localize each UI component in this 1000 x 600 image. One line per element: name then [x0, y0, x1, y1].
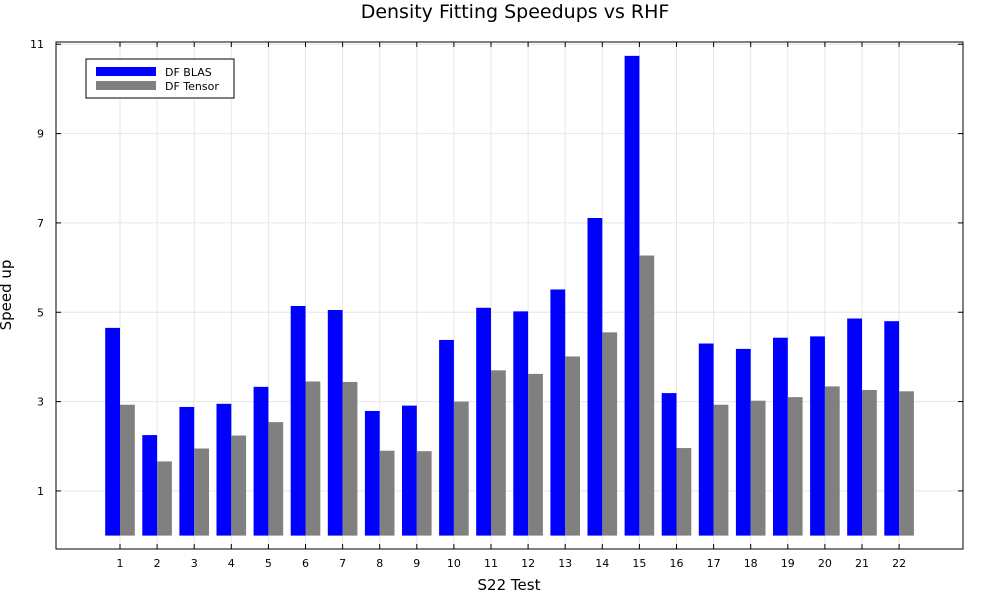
bar-df-blas [773, 337, 788, 536]
bar-df-blas [476, 307, 491, 536]
bar-df-blas [439, 339, 454, 536]
bar-df-tensor [194, 448, 209, 536]
bar-df-tensor [268, 422, 284, 536]
bar-df-tensor [342, 381, 358, 536]
bars [105, 55, 914, 536]
bar-df-blas [810, 336, 825, 536]
legend-swatch-df-blas [96, 67, 156, 76]
x-tick-label: 8 [376, 557, 383, 570]
x-tick-label: 16 [670, 557, 684, 570]
x-tick-label: 2 [154, 557, 161, 570]
y-tick-label: 1 [37, 485, 44, 498]
bar-df-blas [253, 386, 269, 536]
x-tick-label: 10 [447, 557, 461, 570]
x-tick-label: 3 [191, 557, 198, 570]
x-tick-label: 14 [595, 557, 609, 570]
bar-df-tensor [565, 356, 580, 536]
y-axis-label: Speed up [0, 260, 15, 331]
y-tick-label: 11 [30, 38, 44, 51]
bar-df-tensor [416, 451, 432, 536]
bar-df-tensor [787, 397, 803, 536]
y-tick-label: 5 [37, 306, 44, 319]
legend: DF BLAS DF Tensor [85, 58, 235, 99]
x-tick-label: 9 [413, 557, 420, 570]
bar-df-blas [735, 348, 751, 536]
bar-df-blas [550, 289, 566, 536]
bar-df-tensor [491, 370, 506, 536]
bar-df-tensor [862, 389, 877, 536]
bar-df-tensor [305, 381, 321, 536]
bar-df-blas [179, 406, 195, 536]
x-tick-label: 13 [558, 557, 572, 570]
bar-df-blas [364, 410, 380, 536]
bar-df-blas [216, 403, 232, 536]
x-tick-label: 5 [265, 557, 272, 570]
x-tick-label: 4 [228, 557, 235, 570]
bar-df-tensor [231, 435, 247, 536]
bar-df-blas [290, 305, 306, 536]
bar-df-blas [105, 327, 120, 536]
bar-df-tensor [379, 450, 395, 536]
x-axis-ticks: 1 2 3 4 5 6 7 8 9 10 11 12 13 14 15 16 17 18 19 20 21 22 [117, 42, 906, 570]
bar-df-tensor [676, 448, 692, 536]
x-tick-label: 19 [781, 557, 795, 570]
bar-df-tensor [639, 255, 655, 536]
bar-df-tensor [120, 404, 135, 536]
bar-df-tensor [899, 391, 914, 536]
bar-df-blas [402, 405, 417, 536]
legend-label-df-tensor: DF Tensor [165, 80, 219, 93]
bar-df-blas [327, 310, 343, 536]
bar-df-blas [142, 435, 158, 536]
plot-frame [55, 41, 964, 550]
chart-title: Density Fitting Speedups vs RHF [361, 1, 670, 23]
bar-df-blas [661, 393, 677, 536]
x-tick-label: 7 [339, 557, 346, 570]
x-tick-label: 22 [892, 557, 906, 570]
y-tick-label: 3 [37, 396, 44, 409]
x-tick-label: 17 [707, 557, 721, 570]
bar-df-tensor [713, 404, 729, 536]
x-tick-label: 1 [117, 557, 124, 570]
x-tick-label: 6 [302, 557, 309, 570]
legend-label-df-blas: DF BLAS [165, 66, 212, 79]
bar-df-blas [884, 321, 900, 536]
bar-df-blas [847, 318, 862, 536]
bar-df-tensor [750, 400, 766, 536]
bar-df-blas [624, 55, 640, 536]
y-tick-label: 7 [37, 217, 44, 230]
x-tick-label: 20 [818, 557, 832, 570]
bar-df-blas [587, 217, 603, 536]
x-tick-label: 15 [632, 557, 646, 570]
bar-df-blas [698, 343, 714, 536]
x-tick-label: 12 [521, 557, 535, 570]
bar-df-blas [513, 311, 529, 536]
x-axis-label: S22 Test [478, 576, 541, 594]
bar-df-tensor [453, 401, 469, 536]
bar-df-tensor [157, 461, 172, 536]
legend-swatch-df-tensor [96, 81, 156, 90]
y-axis-ticks: 1 3 5 7 9 11 [30, 38, 963, 498]
x-tick-label: 21 [855, 557, 869, 570]
x-tick-label: 18 [744, 557, 758, 570]
bar-df-tensor [528, 373, 543, 536]
bar-df-tensor [602, 332, 618, 536]
bar-df-tensor [824, 386, 840, 536]
x-tick-label: 11 [484, 557, 498, 570]
legend-box [85, 58, 235, 99]
y-tick-label: 9 [37, 128, 44, 141]
